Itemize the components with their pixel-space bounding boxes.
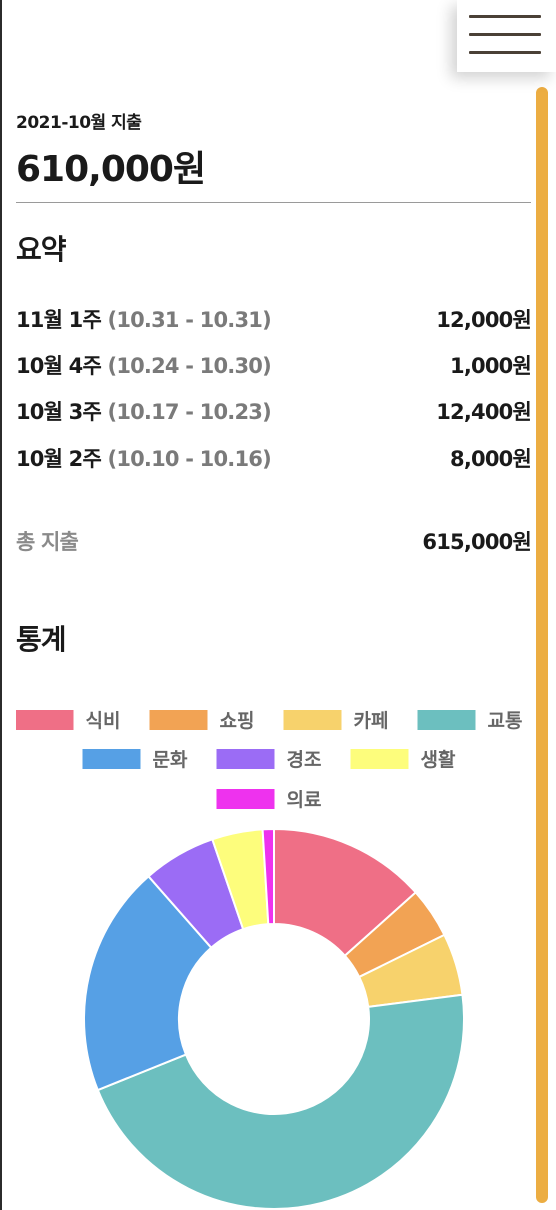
week-name: 10월 4주 <box>16 354 101 378</box>
legend-swatch[interactable] <box>217 749 275 769</box>
legend-label[interactable]: 식비 <box>86 710 121 732</box>
legend-label[interactable]: 카페 <box>354 710 389 732</box>
hamburger-menu-icon-line <box>469 33 541 36</box>
week-amount: 12,400원 <box>436 396 531 426</box>
window-left-edge <box>0 0 2 1210</box>
summary-title: 요약 <box>16 228 66 268</box>
legend-swatch[interactable] <box>217 789 275 809</box>
menu-button[interactable] <box>457 0 556 72</box>
week-row[interactable]: 11월 1주 (10.31 - 10.31) 12,000원 <box>16 304 531 334</box>
total-spending-label: 총 지출 <box>16 530 78 554</box>
hamburger-menu-icon-line <box>469 51 541 54</box>
legend-swatch[interactable] <box>351 749 409 769</box>
week-range: (10.17 - 10.23) <box>108 400 271 424</box>
week-row[interactable]: 10월 3주 (10.17 - 10.23) 12,400원 <box>16 396 531 426</box>
scrollbar-thumb[interactable] <box>536 87 548 1203</box>
week-name: 11월 1주 <box>16 308 101 332</box>
week-range: (10.10 - 10.16) <box>108 447 271 471</box>
week-amount: 8,000원 <box>450 443 531 473</box>
week-name: 10월 2주 <box>16 447 101 471</box>
legend-swatch[interactable] <box>16 710 74 730</box>
legend-swatch[interactable] <box>284 710 342 730</box>
monthly-total-amount: 610,000원 <box>16 140 205 192</box>
stats-title: 통계 <box>16 618 66 658</box>
legend-label[interactable]: 교통 <box>488 710 523 732</box>
hamburger-menu-icon <box>469 15 541 18</box>
divider <box>16 202 531 203</box>
week-row[interactable]: 10월 2주 (10.10 - 10.16) 8,000원 <box>16 443 531 473</box>
legend-label[interactable]: 쇼핑 <box>220 710 255 732</box>
total-spending-value: 615,000원 <box>422 526 531 556</box>
total-spending-row: 총 지출 615,000원 <box>16 526 531 556</box>
legend-label[interactable]: 의료 <box>287 789 322 811</box>
legend-label[interactable]: 문화 <box>153 749 188 771</box>
legend-swatch[interactable] <box>83 749 141 769</box>
week-name: 10월 3주 <box>16 400 101 424</box>
legend-swatch[interactable] <box>418 710 476 730</box>
week-range: (10.24 - 10.30) <box>108 354 271 378</box>
week-amount: 1,000원 <box>450 350 531 380</box>
week-range: (10.31 - 10.31) <box>108 308 271 332</box>
week-amount: 12,000원 <box>436 304 531 334</box>
month-label: 2021-10월 지출 <box>16 108 141 133</box>
legend-label[interactable]: 생활 <box>421 749 456 771</box>
legend-label[interactable]: 경조 <box>287 749 322 771</box>
week-row[interactable]: 10월 4주 (10.24 - 10.30) 1,000원 <box>16 350 531 380</box>
legend-swatch[interactable] <box>150 710 208 730</box>
